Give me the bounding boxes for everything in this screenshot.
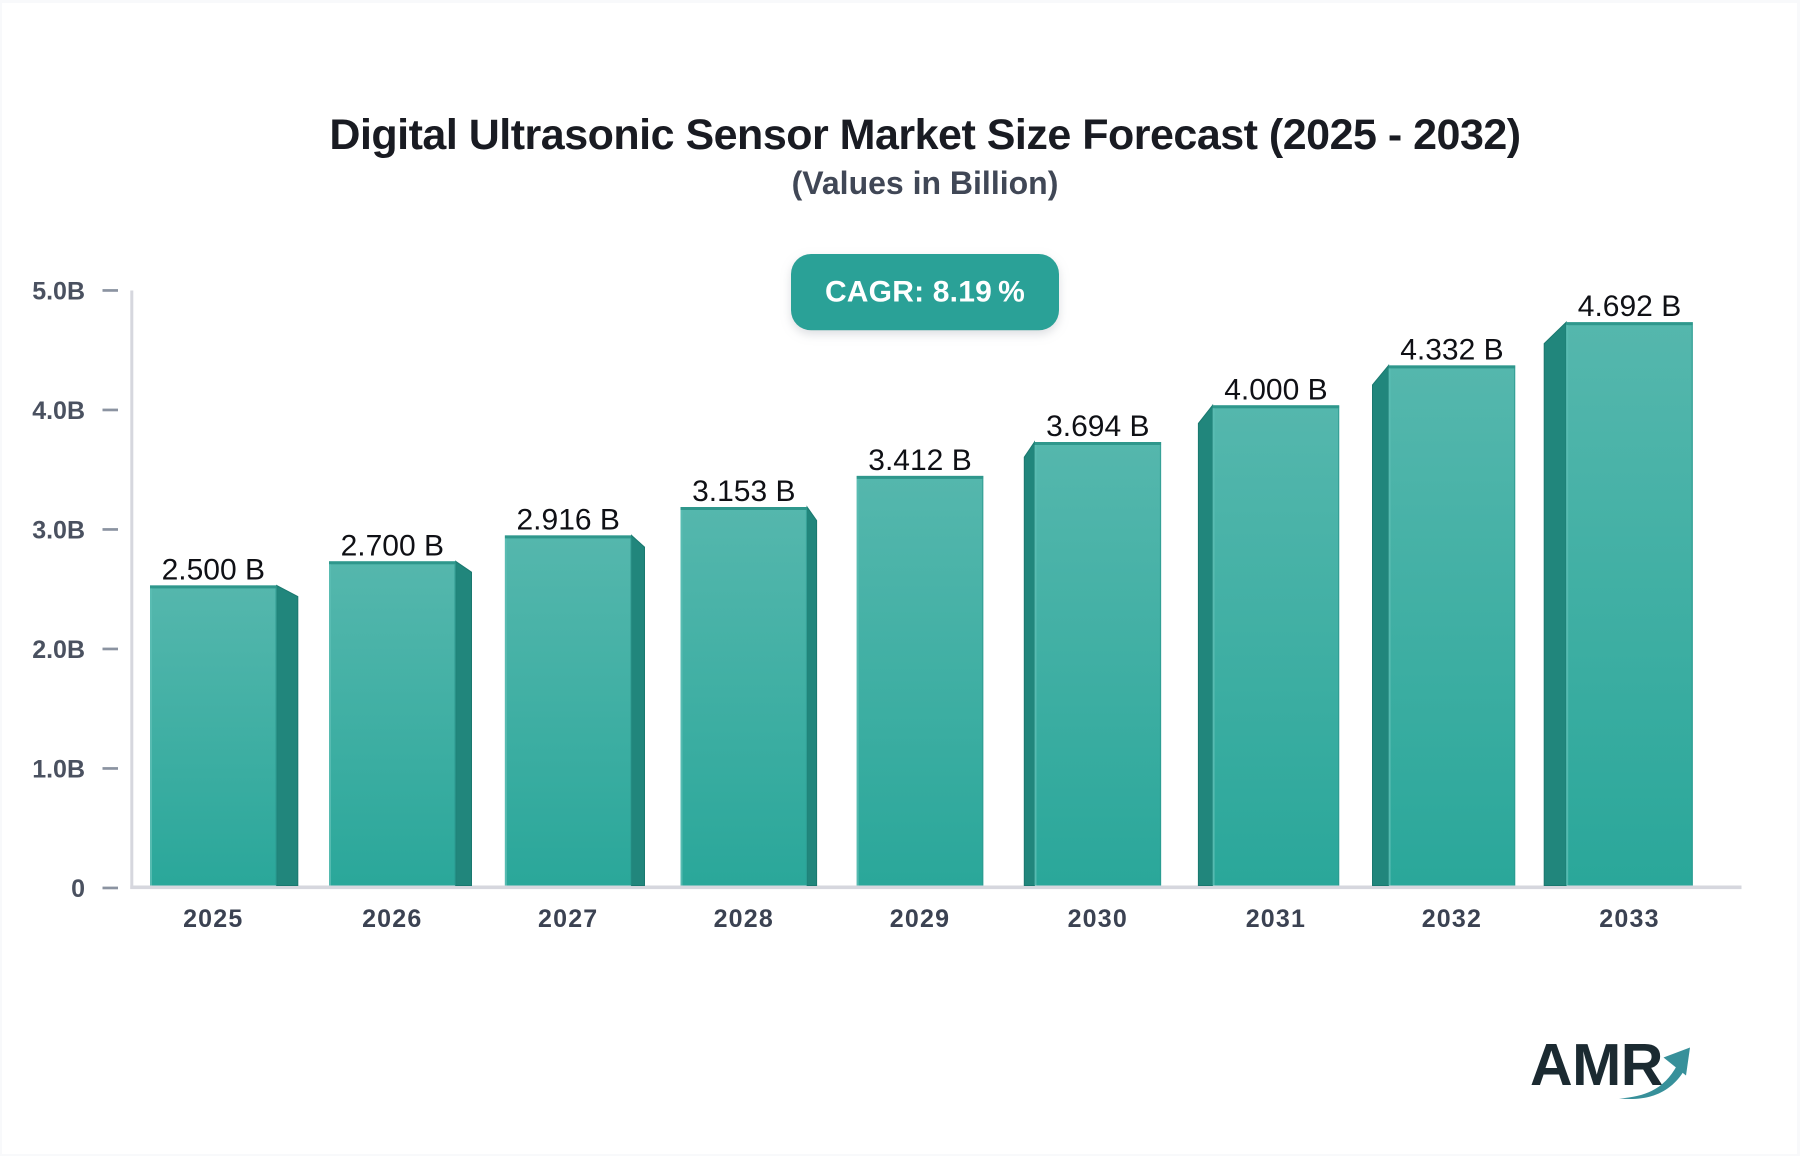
svg-text:2032: 2032 xyxy=(1422,905,1482,933)
svg-text:2028: 2028 xyxy=(714,905,774,933)
svg-text:2030: 2030 xyxy=(1068,905,1128,933)
svg-text:2031: 2031 xyxy=(1246,905,1306,933)
svg-text:2033: 2033 xyxy=(1599,905,1659,933)
svg-text:Digital Ultrasonic Sensor Mark: Digital Ultrasonic Sensor Market Size Fo… xyxy=(329,111,1520,159)
svg-text:(Values in Billion): (Values in Billion) xyxy=(792,165,1059,201)
svg-text:CAGR: 8.19 %: CAGR: 8.19 % xyxy=(825,276,1025,309)
svg-text:2.0B: 2.0B xyxy=(32,636,85,664)
svg-text:4.692 B: 4.692 B xyxy=(1578,290,1681,323)
svg-text:AMR: AMR xyxy=(1530,1032,1663,1098)
svg-text:4.0B: 4.0B xyxy=(32,397,85,425)
svg-text:3.412 B: 3.412 B xyxy=(868,444,971,477)
svg-text:2029: 2029 xyxy=(890,905,950,933)
svg-text:4.332 B: 4.332 B xyxy=(1400,333,1503,366)
svg-text:3.153 B: 3.153 B xyxy=(692,475,795,508)
svg-text:2027: 2027 xyxy=(538,905,598,933)
svg-text:2026: 2026 xyxy=(362,905,422,933)
svg-text:2.916 B: 2.916 B xyxy=(516,503,619,536)
svg-text:2.700 B: 2.700 B xyxy=(341,529,444,562)
svg-text:3.0B: 3.0B xyxy=(32,517,85,545)
svg-text:1.0B: 1.0B xyxy=(32,756,85,784)
svg-text:2.500 B: 2.500 B xyxy=(162,553,265,586)
svg-text:5.0B: 5.0B xyxy=(32,278,85,306)
svg-text:4.000 B: 4.000 B xyxy=(1224,373,1327,406)
svg-text:3.694 B: 3.694 B xyxy=(1046,410,1149,443)
svg-text:2025: 2025 xyxy=(183,905,243,933)
svg-text:0: 0 xyxy=(71,875,85,903)
